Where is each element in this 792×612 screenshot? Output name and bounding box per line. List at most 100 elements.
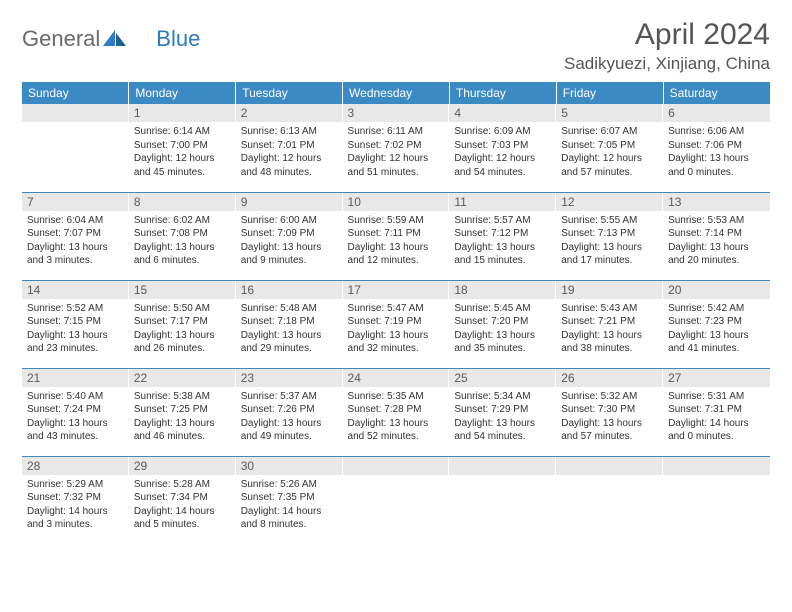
day-number: 23	[236, 369, 343, 387]
day-details: Sunrise: 6:09 AMSunset: 7:03 PMDaylight:…	[449, 122, 556, 183]
calendar-day-cell: 2Sunrise: 6:13 AMSunset: 7:01 PMDaylight…	[236, 104, 343, 192]
day-number: 24	[343, 369, 450, 387]
calendar-day-cell: 8Sunrise: 6:02 AMSunset: 7:08 PMDaylight…	[129, 192, 236, 280]
day-number: 29	[129, 457, 236, 475]
location-text: Sadikyuezi, Xinjiang, China	[564, 54, 770, 74]
day-details: Sunrise: 5:55 AMSunset: 7:13 PMDaylight:…	[556, 211, 663, 272]
calendar-day-cell	[449, 456, 556, 544]
day-number: 9	[236, 193, 343, 211]
day-number: 15	[129, 281, 236, 299]
day-details: Sunrise: 5:29 AMSunset: 7:32 PMDaylight:…	[22, 475, 129, 536]
day-number: 2	[236, 104, 343, 122]
day-details: Sunrise: 5:38 AMSunset: 7:25 PMDaylight:…	[129, 387, 236, 448]
calendar-day-cell: 4Sunrise: 6:09 AMSunset: 7:03 PMDaylight…	[449, 104, 556, 192]
calendar-day-cell: 20Sunrise: 5:42 AMSunset: 7:23 PMDayligh…	[663, 280, 770, 368]
day-number: 19	[556, 281, 663, 299]
day-number: 21	[22, 369, 129, 387]
day-number: 22	[129, 369, 236, 387]
day-number: 27	[663, 369, 770, 387]
day-details: Sunrise: 6:02 AMSunset: 7:08 PMDaylight:…	[129, 211, 236, 272]
calendar-day-cell	[556, 456, 663, 544]
day-details: Sunrise: 5:43 AMSunset: 7:21 PMDaylight:…	[556, 299, 663, 360]
calendar-day-cell: 16Sunrise: 5:48 AMSunset: 7:18 PMDayligh…	[236, 280, 343, 368]
calendar-day-cell	[663, 456, 770, 544]
title-block: April 2024 Sadikyuezi, Xinjiang, China	[564, 18, 770, 74]
weekday-header: Sunday	[22, 82, 129, 104]
logo-sail-icon	[102, 28, 128, 50]
day-details: Sunrise: 5:26 AMSunset: 7:35 PMDaylight:…	[236, 475, 343, 536]
day-details: Sunrise: 6:11 AMSunset: 7:02 PMDaylight:…	[343, 122, 450, 183]
day-details: Sunrise: 6:04 AMSunset: 7:07 PMDaylight:…	[22, 211, 129, 272]
day-number: 1	[129, 104, 236, 122]
calendar-day-cell: 30Sunrise: 5:26 AMSunset: 7:35 PMDayligh…	[236, 456, 343, 544]
day-details: Sunrise: 5:34 AMSunset: 7:29 PMDaylight:…	[449, 387, 556, 448]
day-details: Sunrise: 5:48 AMSunset: 7:18 PMDaylight:…	[236, 299, 343, 360]
logo-text-blue: Blue	[156, 26, 200, 52]
day-details: Sunrise: 5:28 AMSunset: 7:34 PMDaylight:…	[129, 475, 236, 536]
day-details: Sunrise: 6:00 AMSunset: 7:09 PMDaylight:…	[236, 211, 343, 272]
day-number: 3	[343, 104, 450, 122]
header: General Blue April 2024 Sadikyuezi, Xinj…	[22, 18, 770, 74]
day-number: 26	[556, 369, 663, 387]
calendar-day-cell: 18Sunrise: 5:45 AMSunset: 7:20 PMDayligh…	[449, 280, 556, 368]
calendar-day-cell	[343, 456, 450, 544]
day-details: Sunrise: 5:50 AMSunset: 7:17 PMDaylight:…	[129, 299, 236, 360]
calendar-day-cell: 15Sunrise: 5:50 AMSunset: 7:17 PMDayligh…	[129, 280, 236, 368]
day-number: 28	[22, 457, 129, 475]
day-number: 7	[22, 193, 129, 211]
day-number	[556, 457, 663, 475]
calendar-day-cell: 23Sunrise: 5:37 AMSunset: 7:26 PMDayligh…	[236, 368, 343, 456]
calendar-day-cell: 14Sunrise: 5:52 AMSunset: 7:15 PMDayligh…	[22, 280, 129, 368]
weekday-header: Tuesday	[236, 82, 343, 104]
day-details: Sunrise: 5:45 AMSunset: 7:20 PMDaylight:…	[449, 299, 556, 360]
calendar-day-cell: 17Sunrise: 5:47 AMSunset: 7:19 PMDayligh…	[343, 280, 450, 368]
day-details: Sunrise: 5:59 AMSunset: 7:11 PMDaylight:…	[343, 211, 450, 272]
calendar-day-cell: 29Sunrise: 5:28 AMSunset: 7:34 PMDayligh…	[129, 456, 236, 544]
day-number: 16	[236, 281, 343, 299]
day-details: Sunrise: 5:40 AMSunset: 7:24 PMDaylight:…	[22, 387, 129, 448]
day-number: 30	[236, 457, 343, 475]
day-details: Sunrise: 5:47 AMSunset: 7:19 PMDaylight:…	[343, 299, 450, 360]
calendar-day-cell: 6Sunrise: 6:06 AMSunset: 7:06 PMDaylight…	[663, 104, 770, 192]
calendar-day-cell	[22, 104, 129, 192]
calendar-day-cell: 27Sunrise: 5:31 AMSunset: 7:31 PMDayligh…	[663, 368, 770, 456]
calendar-day-cell: 21Sunrise: 5:40 AMSunset: 7:24 PMDayligh…	[22, 368, 129, 456]
calendar-table: Sunday Monday Tuesday Wednesday Thursday…	[22, 82, 770, 544]
calendar-day-cell: 11Sunrise: 5:57 AMSunset: 7:12 PMDayligh…	[449, 192, 556, 280]
calendar-day-cell: 28Sunrise: 5:29 AMSunset: 7:32 PMDayligh…	[22, 456, 129, 544]
calendar-week-row: 1Sunrise: 6:14 AMSunset: 7:00 PMDaylight…	[22, 104, 770, 192]
calendar-week-row: 7Sunrise: 6:04 AMSunset: 7:07 PMDaylight…	[22, 192, 770, 280]
day-details: Sunrise: 5:52 AMSunset: 7:15 PMDaylight:…	[22, 299, 129, 360]
day-number	[449, 457, 556, 475]
calendar-week-row: 21Sunrise: 5:40 AMSunset: 7:24 PMDayligh…	[22, 368, 770, 456]
day-details: Sunrise: 6:07 AMSunset: 7:05 PMDaylight:…	[556, 122, 663, 183]
calendar-day-cell: 3Sunrise: 6:11 AMSunset: 7:02 PMDaylight…	[343, 104, 450, 192]
weekday-header: Thursday	[449, 82, 556, 104]
day-number: 25	[449, 369, 556, 387]
day-number: 8	[129, 193, 236, 211]
day-number: 10	[343, 193, 450, 211]
day-number: 13	[663, 193, 770, 211]
day-details: Sunrise: 5:53 AMSunset: 7:14 PMDaylight:…	[663, 211, 770, 272]
month-title: April 2024	[564, 18, 770, 52]
calendar-day-cell: 1Sunrise: 6:14 AMSunset: 7:00 PMDaylight…	[129, 104, 236, 192]
day-number: 11	[449, 193, 556, 211]
calendar-day-cell: 9Sunrise: 6:00 AMSunset: 7:09 PMDaylight…	[236, 192, 343, 280]
calendar-day-cell: 10Sunrise: 5:59 AMSunset: 7:11 PMDayligh…	[343, 192, 450, 280]
day-number: 12	[556, 193, 663, 211]
calendar-day-cell: 22Sunrise: 5:38 AMSunset: 7:25 PMDayligh…	[129, 368, 236, 456]
day-number: 18	[449, 281, 556, 299]
day-number: 20	[663, 281, 770, 299]
calendar-day-cell: 12Sunrise: 5:55 AMSunset: 7:13 PMDayligh…	[556, 192, 663, 280]
day-details: Sunrise: 5:35 AMSunset: 7:28 PMDaylight:…	[343, 387, 450, 448]
weekday-header-row: Sunday Monday Tuesday Wednesday Thursday…	[22, 82, 770, 104]
day-details: Sunrise: 5:42 AMSunset: 7:23 PMDaylight:…	[663, 299, 770, 360]
calendar-day-cell: 7Sunrise: 6:04 AMSunset: 7:07 PMDaylight…	[22, 192, 129, 280]
logo: General Blue	[22, 26, 200, 52]
calendar-day-cell: 13Sunrise: 5:53 AMSunset: 7:14 PMDayligh…	[663, 192, 770, 280]
day-number	[663, 457, 770, 475]
day-number	[22, 104, 129, 122]
day-details: Sunrise: 5:31 AMSunset: 7:31 PMDaylight:…	[663, 387, 770, 448]
calendar-week-row: 14Sunrise: 5:52 AMSunset: 7:15 PMDayligh…	[22, 280, 770, 368]
weekday-header: Wednesday	[343, 82, 450, 104]
